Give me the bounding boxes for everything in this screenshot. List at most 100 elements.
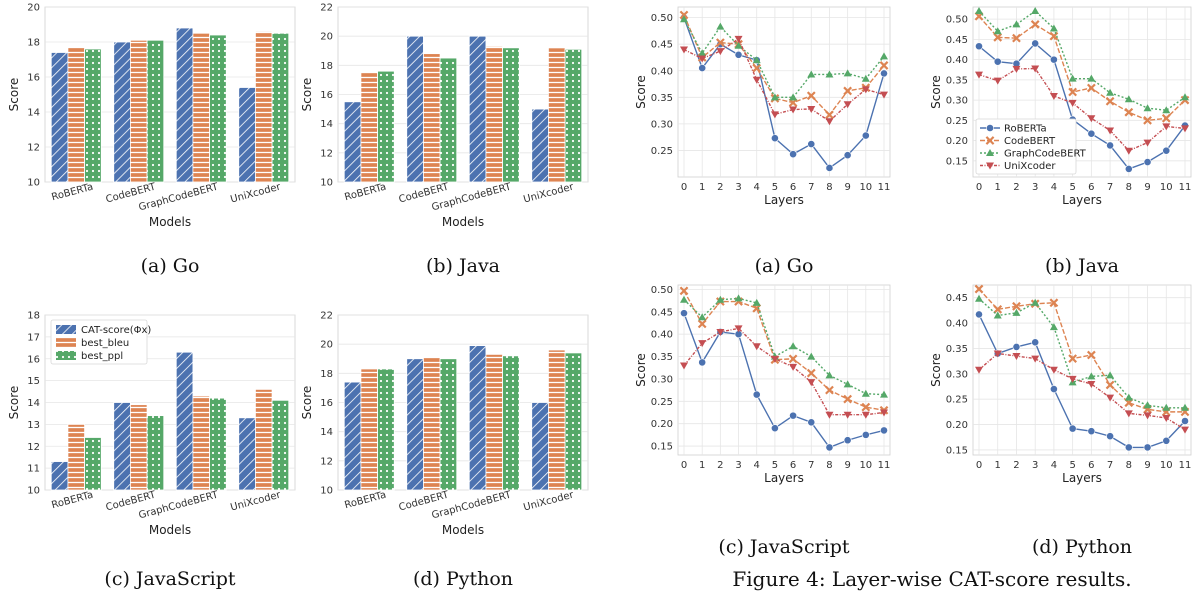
y-tick-label: 14 <box>27 398 40 409</box>
series-line-line-py-3 <box>978 352 1186 431</box>
bar-bar-go-2-0 <box>84 48 102 183</box>
point-line-py-3-9 <box>1143 412 1152 420</box>
y-tick-label: 0.50 <box>651 285 673 296</box>
bar-bar-go-2-2 <box>209 34 227 183</box>
point-line-go-2-2 <box>716 22 725 30</box>
point-line-py-1-2 <box>1012 301 1021 311</box>
bar-bar-js-1-1 <box>130 404 148 491</box>
point-line-go-2-3 <box>734 41 743 49</box>
point-line-py-1-0 <box>974 284 984 294</box>
point-line-java-1-6 <box>1086 83 1096 93</box>
point-line-go-3-11 <box>880 91 888 99</box>
chart-line-py: 0.15 0.20 0.25 0.30 0.35 0.40 0.45 Score 0 1 2 3 4 5 6… <box>929 284 1192 558</box>
point-line-java-3-6 <box>1087 115 1096 123</box>
point-line-go-0-11 <box>880 69 888 78</box>
series-line-line-py-1 <box>978 288 1185 413</box>
x-tick-label: 0 <box>681 460 687 471</box>
bar-bar-py-0-1 <box>406 358 424 491</box>
x-tick-label: 3 <box>1032 182 1038 193</box>
point-line-py-3-3 <box>1031 355 1040 363</box>
y-axis-label: Score <box>634 353 648 387</box>
x-tick-label: 3 <box>735 460 741 471</box>
legend-label: GraphCodeBERT <box>1004 149 1087 160</box>
bar-bar-go-0-1 <box>113 41 131 183</box>
y-axis-label: Score <box>300 78 314 112</box>
bar-bar-py-2-2 <box>502 355 520 491</box>
y-tick-label: 0.40 <box>651 330 673 341</box>
point-line-py-1-1 <box>993 304 1003 314</box>
point-line-py-0-3 <box>1031 338 1040 347</box>
x-axis-label: Layers <box>1062 471 1102 485</box>
y-tick-label: 10 <box>27 178 40 189</box>
plot-area <box>677 6 891 178</box>
point-line-java-2-0 <box>975 7 983 15</box>
bar-bar-java-1-3 <box>548 47 566 183</box>
y-tick-label: 17 <box>27 332 40 343</box>
point-line-py-2-11 <box>1181 403 1189 411</box>
y-tick-label: 10 <box>320 486 333 497</box>
point-line-js-2-1 <box>698 313 707 321</box>
y-tick-label: 12 <box>27 143 40 154</box>
point-line-js-3-11 <box>880 409 888 417</box>
point-line-js-1-6 <box>788 354 798 364</box>
x-tick-label: 4 <box>1051 460 1057 471</box>
x-tick-label: UniXcoder <box>229 181 282 205</box>
y-tick-label: 0.40 <box>946 319 968 330</box>
point-line-py-0-6 <box>1087 427 1096 436</box>
y-tick-label: 16 <box>27 73 40 84</box>
point-line-py-2-10 <box>1162 403 1171 411</box>
point-line-js-3-2 <box>716 328 725 336</box>
y-tick-label: 0.25 <box>946 395 968 406</box>
x-tick-label: 4 <box>754 460 760 471</box>
point-line-java-3-2 <box>1012 65 1021 73</box>
bar-bar-java-0-1 <box>406 35 424 183</box>
point-line-go-1-7 <box>806 91 816 101</box>
y-tick-label: 0.35 <box>651 352 673 363</box>
x-tick-label: 6 <box>790 460 796 471</box>
point-line-js-2-8 <box>825 371 834 379</box>
point-line-js-1-9 <box>843 394 853 404</box>
x-tick-label: UniXcoder <box>522 489 575 513</box>
point-line-go-3-4 <box>752 76 761 84</box>
point-line-java-2-5 <box>1068 74 1077 82</box>
point-line-java-3-8 <box>1124 147 1133 155</box>
point-line-js-0-9 <box>843 436 852 445</box>
legend-marker <box>985 136 995 145</box>
x-axis-label: Layers <box>764 193 804 207</box>
point-line-go-0-7 <box>807 140 816 148</box>
x-tick-label: 10 <box>1160 460 1173 471</box>
y-tick-label: 11 <box>27 464 40 475</box>
legend-label: UniXcoder <box>1004 161 1056 172</box>
point-line-go-1-11 <box>879 61 889 70</box>
point-line-go-1-4 <box>752 63 762 73</box>
y-tick-label: 18 <box>320 369 333 380</box>
point-line-js-0-4 <box>752 390 761 399</box>
x-tick-label: 6 <box>790 182 796 193</box>
point-line-js-2-10 <box>861 389 870 397</box>
subcaption: (c) JavaScript <box>718 536 849 558</box>
x-tick-label: 1 <box>995 460 1001 471</box>
x-axis-label: Models <box>442 523 484 537</box>
x-tick-label: 4 <box>1051 182 1057 193</box>
bar-bar-java-0-0 <box>343 101 362 183</box>
x-tick-label: 0 <box>681 182 687 193</box>
y-tick-label: 0.20 <box>651 419 673 430</box>
point-line-js-0-0 <box>680 309 688 318</box>
y-axis-label: Score <box>7 386 21 420</box>
subcaption: (d) Python <box>1032 536 1132 558</box>
x-axis-label: Models <box>149 215 191 229</box>
point-line-js-3-9 <box>843 411 852 419</box>
legend-box <box>975 118 1077 175</box>
series-line-line-js-3 <box>683 327 885 416</box>
point-line-java-2-4 <box>1049 24 1058 32</box>
bar-bar-js-2-2 <box>209 397 227 491</box>
x-tick-label: 3 <box>1032 460 1038 471</box>
point-line-py-3-4 <box>1049 366 1058 374</box>
x-axis-label: Models <box>442 215 484 229</box>
point-line-java-2-8 <box>1124 95 1133 103</box>
x-tick-label: RoBERTa <box>50 490 94 512</box>
point-line-java-0-1 <box>993 57 1002 66</box>
x-tick-label: 2 <box>1013 460 1019 471</box>
